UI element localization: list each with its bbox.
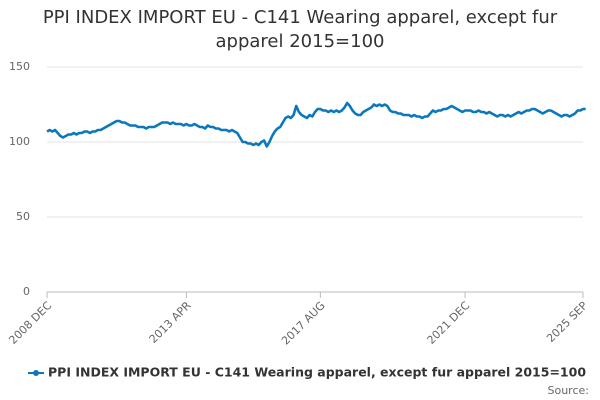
- y-tick-label: 100: [9, 135, 30, 148]
- legend-marker: [33, 370, 39, 376]
- y-tick-label: 150: [9, 60, 30, 73]
- legend-label: PPI INDEX IMPORT EU - C141 Wearing appar…: [48, 365, 586, 380]
- x-tick-label: 2025 SEP: [544, 299, 590, 345]
- y-tick-label: 0: [23, 285, 30, 298]
- series-line: [46, 101, 586, 148]
- y-tick-label: 50: [16, 210, 30, 223]
- x-tick-label: 2017 AUG: [279, 299, 328, 348]
- x-tick-label: 2013 APR: [147, 299, 194, 346]
- x-tick-label: 2021 DEC: [425, 299, 473, 347]
- source: Source:: [548, 384, 590, 397]
- x-tick-label: 2008 DEC: [6, 299, 54, 347]
- chart-title: PPI INDEX IMPORT EU - C141 Wearing appar…: [42, 7, 558, 52]
